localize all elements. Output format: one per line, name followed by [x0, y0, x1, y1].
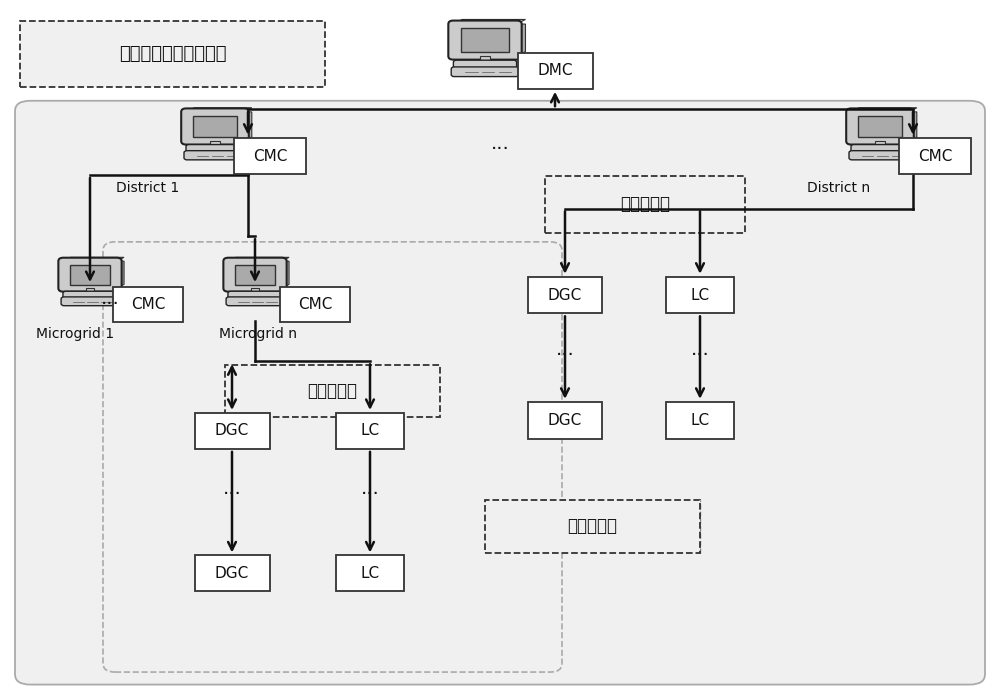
Bar — [480, 56, 490, 63]
Text: CMC: CMC — [918, 149, 952, 164]
FancyBboxPatch shape — [453, 60, 517, 72]
Text: ···: ··· — [556, 346, 574, 366]
Polygon shape — [186, 108, 252, 112]
FancyBboxPatch shape — [846, 108, 914, 145]
FancyBboxPatch shape — [485, 500, 700, 553]
FancyBboxPatch shape — [20, 21, 325, 87]
Text: LC: LC — [360, 423, 380, 439]
Text: Microgrid 1: Microgrid 1 — [36, 327, 114, 341]
FancyBboxPatch shape — [336, 555, 404, 591]
FancyBboxPatch shape — [518, 53, 592, 89]
FancyBboxPatch shape — [63, 291, 117, 302]
Text: CMC: CMC — [253, 149, 287, 164]
Text: 主动配电网中央控制层: 主动配电网中央控制层 — [119, 45, 226, 63]
Text: ···: ··· — [361, 485, 379, 505]
Text: DGC: DGC — [548, 288, 582, 303]
FancyBboxPatch shape — [280, 287, 350, 322]
Text: ···: ··· — [223, 485, 241, 505]
Text: DMC: DMC — [537, 63, 573, 79]
Text: 区域控制层: 区域控制层 — [620, 195, 670, 213]
Text: 微网控制层: 微网控制层 — [308, 382, 358, 400]
FancyBboxPatch shape — [223, 258, 287, 292]
Text: Microgrid n: Microgrid n — [219, 327, 297, 341]
Bar — [210, 140, 220, 147]
FancyBboxPatch shape — [226, 297, 284, 306]
Polygon shape — [909, 112, 917, 141]
Text: ···: ··· — [691, 346, 709, 366]
FancyBboxPatch shape — [666, 402, 734, 439]
Text: DGC: DGC — [548, 413, 582, 428]
Polygon shape — [453, 19, 525, 24]
Polygon shape — [244, 112, 252, 141]
FancyBboxPatch shape — [113, 287, 183, 322]
Polygon shape — [282, 261, 289, 288]
Text: CMC: CMC — [131, 297, 165, 312]
FancyBboxPatch shape — [528, 277, 602, 313]
Bar — [251, 288, 259, 293]
Text: ···: ··· — [101, 295, 119, 314]
FancyBboxPatch shape — [234, 138, 306, 174]
Text: LC: LC — [360, 566, 380, 581]
FancyBboxPatch shape — [336, 413, 404, 449]
FancyBboxPatch shape — [225, 365, 440, 417]
FancyBboxPatch shape — [451, 67, 519, 76]
Text: LC: LC — [690, 413, 710, 428]
Text: CMC: CMC — [298, 297, 332, 312]
Bar — [461, 28, 509, 52]
Bar — [875, 140, 885, 147]
Text: DGC: DGC — [215, 566, 249, 581]
FancyBboxPatch shape — [899, 138, 971, 174]
FancyBboxPatch shape — [528, 402, 602, 439]
FancyBboxPatch shape — [851, 145, 909, 156]
FancyBboxPatch shape — [849, 151, 911, 160]
Text: ···: ··· — [491, 140, 509, 159]
Bar — [70, 265, 110, 285]
Polygon shape — [63, 257, 124, 261]
FancyBboxPatch shape — [228, 291, 282, 302]
Bar — [235, 265, 275, 285]
FancyBboxPatch shape — [184, 151, 246, 160]
FancyBboxPatch shape — [545, 176, 745, 233]
FancyBboxPatch shape — [61, 297, 119, 306]
Text: District 1: District 1 — [116, 181, 180, 195]
Bar — [858, 116, 902, 138]
Bar — [86, 288, 94, 293]
Polygon shape — [117, 261, 124, 288]
FancyBboxPatch shape — [194, 413, 270, 449]
Bar — [193, 116, 237, 138]
FancyBboxPatch shape — [186, 145, 244, 156]
FancyBboxPatch shape — [181, 108, 249, 145]
Polygon shape — [851, 108, 917, 112]
FancyBboxPatch shape — [666, 277, 734, 313]
Text: LC: LC — [690, 288, 710, 303]
Text: DGC: DGC — [215, 423, 249, 439]
Text: District n: District n — [807, 181, 870, 195]
FancyBboxPatch shape — [15, 101, 985, 685]
Text: 设备控制层: 设备控制层 — [568, 518, 618, 535]
FancyBboxPatch shape — [58, 258, 122, 292]
Polygon shape — [517, 24, 525, 56]
FancyBboxPatch shape — [448, 21, 522, 60]
Polygon shape — [228, 257, 289, 261]
FancyBboxPatch shape — [194, 555, 270, 591]
